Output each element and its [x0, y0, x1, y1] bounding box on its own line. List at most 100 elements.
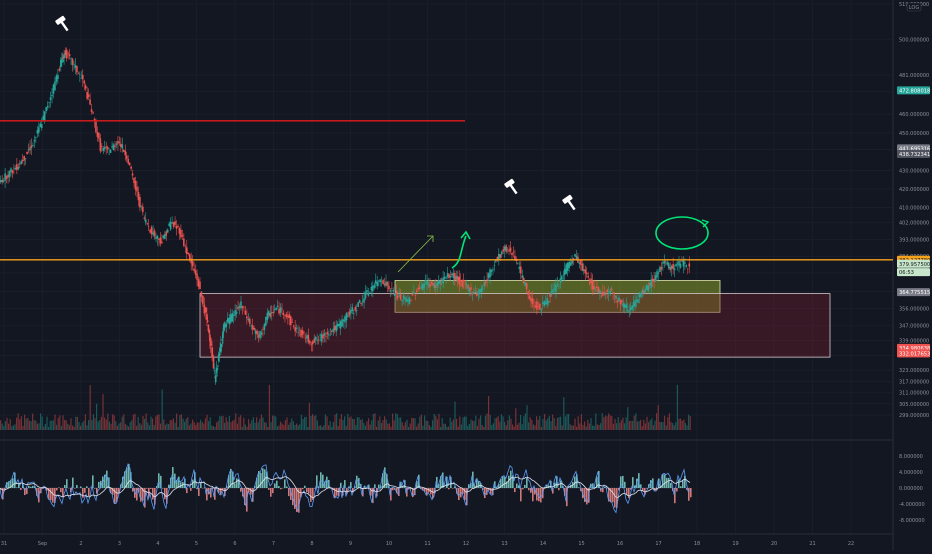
time-tick-label: 15	[578, 541, 584, 547]
candle-body	[67, 53, 69, 54]
volume-bar	[318, 426, 319, 430]
candle-body	[502, 249, 504, 251]
osc-histogram-bar	[540, 488, 542, 502]
volume-bar	[331, 427, 332, 430]
volume-bar	[242, 427, 243, 430]
volume-bar	[422, 426, 423, 430]
volume-bar	[566, 414, 567, 430]
candle-body	[79, 74, 81, 75]
volume-bar	[416, 427, 417, 430]
osc-histogram-bar	[260, 473, 262, 488]
time-tick-label: 17	[655, 541, 661, 547]
volume-bar	[256, 417, 257, 430]
volume-bar	[680, 419, 681, 430]
volume-bar	[474, 421, 475, 430]
candle-body	[161, 242, 163, 243]
volume-bar	[203, 423, 204, 430]
candle-body	[366, 290, 368, 292]
candle-body	[555, 285, 557, 292]
candle-body	[469, 288, 471, 292]
volume-bar	[461, 425, 462, 430]
volume-bar	[584, 422, 585, 430]
volume-bar	[619, 423, 620, 430]
volume-bar	[174, 423, 175, 430]
candle-body	[228, 318, 230, 324]
candle-body	[22, 160, 24, 161]
candle-body	[13, 168, 15, 169]
volume-bar	[578, 416, 579, 430]
osc-histogram-bar	[56, 488, 58, 490]
scale-button[interactable]: LOG	[907, 3, 921, 11]
candle-body	[217, 365, 219, 366]
volume-bar	[571, 425, 572, 430]
volume-bar	[605, 416, 606, 430]
volume-bar	[128, 427, 129, 430]
candle-body	[445, 278, 447, 279]
volume-bar	[51, 421, 52, 430]
candle-body	[272, 312, 274, 313]
candle-body	[286, 314, 288, 317]
candle-body	[343, 320, 345, 321]
candle-body	[501, 252, 503, 255]
candle-body	[302, 330, 304, 335]
volume-bar	[307, 427, 308, 430]
candle-body	[491, 270, 493, 272]
candle-body	[246, 317, 248, 319]
candle-body	[12, 170, 14, 173]
candle-body	[643, 291, 645, 294]
volume-bar	[189, 425, 190, 430]
candle-body	[542, 303, 544, 304]
volume-bar	[435, 416, 436, 430]
volume-bar	[115, 421, 116, 430]
candle-body	[390, 290, 392, 291]
candle-body	[587, 276, 589, 278]
candle-body	[183, 239, 185, 246]
candle-body	[429, 283, 431, 287]
osc-histogram-bar	[190, 488, 192, 491]
candle-body	[470, 287, 472, 290]
volume-bar	[147, 422, 148, 430]
price-tick-label: 311.000000	[899, 391, 929, 397]
volume-bar	[200, 420, 201, 430]
volume-bar	[96, 404, 97, 430]
osc-histogram-bar	[392, 488, 394, 490]
volume-bar	[450, 418, 451, 430]
candle-body	[387, 282, 389, 285]
candle-body	[645, 290, 647, 293]
volume-bar	[499, 422, 500, 430]
candle-body	[686, 265, 688, 266]
candle-body	[606, 290, 608, 292]
volume-bar	[342, 420, 343, 430]
candle-body	[179, 228, 181, 234]
volume-bar	[232, 421, 233, 430]
osc-histogram-bar	[578, 487, 580, 488]
price-tick-label: 420.000000	[899, 187, 929, 193]
volume-bar	[544, 414, 545, 430]
volume-bar	[520, 415, 521, 430]
volume-bar	[522, 424, 523, 430]
volume-bar	[381, 423, 382, 430]
candle-body	[568, 262, 570, 268]
candle-body	[174, 221, 176, 224]
candle-body	[142, 207, 144, 212]
candle-body	[473, 292, 475, 294]
volume-bar	[546, 420, 547, 430]
volume-bar	[398, 418, 399, 430]
candle-body	[327, 332, 329, 334]
candle-body	[564, 269, 566, 275]
price-tick-label: 460.000000	[899, 112, 929, 118]
osc-histogram-bar	[32, 486, 34, 488]
candle-body	[412, 294, 414, 295]
volume-bar	[414, 418, 415, 430]
volume-bar	[234, 420, 235, 430]
candle-body	[472, 293, 474, 295]
volume-bar	[69, 425, 70, 430]
candle-body	[289, 314, 291, 318]
volume-bar	[651, 418, 652, 430]
hammer-handle	[60, 21, 68, 31]
volume-bar	[14, 424, 15, 430]
volume-bar	[267, 427, 268, 430]
candle-body	[532, 298, 534, 304]
